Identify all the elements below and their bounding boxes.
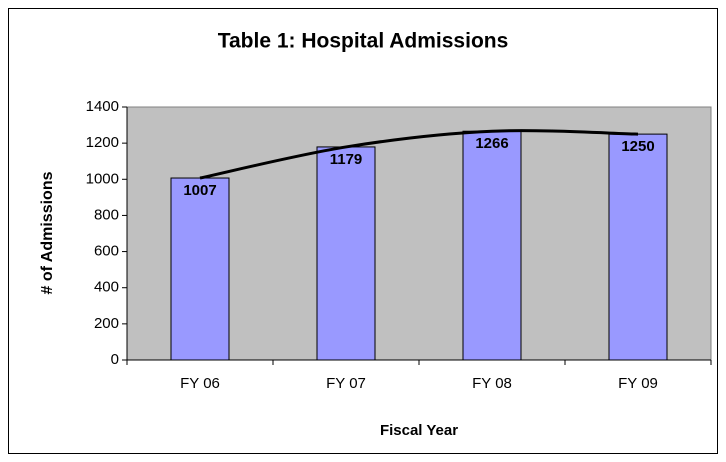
x-axis-label: Fiscal Year (380, 422, 458, 439)
y-tick-label: 400 (94, 279, 119, 296)
y-tick-label: 200 (94, 315, 119, 332)
data-label: 1250 (621, 138, 654, 155)
bar (462, 130, 522, 361)
y-tick-label: 800 (94, 206, 119, 223)
x-tick-label: FY 09 (618, 375, 658, 392)
bar (170, 177, 230, 361)
x-tick-label: FY 08 (472, 375, 512, 392)
data-label: 1266 (475, 135, 508, 152)
y-tick-label: 600 (94, 243, 119, 260)
y-tick-label: 1000 (86, 170, 119, 187)
x-tick-label: FY 06 (180, 375, 220, 392)
chart-title: Table 1: Hospital Admissions (218, 30, 509, 53)
y-tick-label: 1400 (86, 98, 119, 115)
x-tick-label: FY 07 (326, 375, 366, 392)
y-tick-label: 0 (111, 351, 119, 368)
y-axis-label: # of Admissions (39, 171, 56, 294)
trend-line (199, 129, 639, 180)
y-tick-label: 1200 (86, 134, 119, 151)
bar (316, 146, 376, 361)
data-label: 1179 (330, 151, 363, 168)
data-label: 1007 (183, 182, 216, 199)
bar (608, 133, 668, 361)
